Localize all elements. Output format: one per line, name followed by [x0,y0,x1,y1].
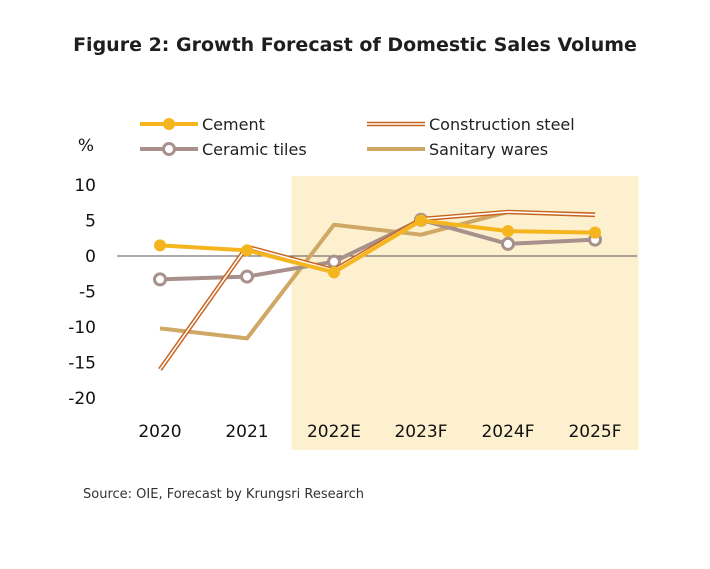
legend-item-cement: Cement [140,115,265,134]
y-tick-label: -20 [68,389,96,409]
data-point-cement [589,226,601,239]
source-note: Source: OIE, Forecast by Krungsri Resear… [83,487,365,502]
x-tick-label: 2020 [138,422,181,442]
data-point-ceramic-tiles [501,236,515,251]
data-point-cement [241,244,253,257]
x-tick-label: 2024F [481,422,534,442]
data-point-cement [154,239,166,252]
legend-label: Construction steel [429,115,575,134]
legend: Cement Construction steel Ceramic tiles San… [140,115,575,159]
x-tick-label: 2021 [225,422,268,442]
series-line-cement [159,218,596,275]
legend-item-ceramic-tiles: Ceramic tiles [140,140,307,159]
legend-label: Ceramic tiles [202,140,307,159]
y-tick-label: 5 [85,212,96,232]
legend-label: Cement [202,115,265,134]
y-tick-label: -15 [68,354,96,374]
series-layer [153,209,602,371]
legend-marker [162,142,176,156]
legend-item-sanitary-wares: Sanitary wares [367,140,548,159]
x-axis: 2020 2021 2022E 2023F 2024F 2025F [138,422,621,442]
series-cement [154,214,601,279]
x-tick-label: 2023F [394,422,447,442]
series-line-ceramic-tiles [159,217,596,282]
y-tick-label: -10 [68,318,96,338]
y-tick-label: 0 [85,247,96,267]
x-tick-label: 2025F [568,422,621,442]
data-point-ceramic-tiles [153,272,167,287]
legend-label: Sanitary wares [429,140,548,159]
y-axis-unit-label: % [78,136,94,156]
data-point-ceramic-tiles [240,269,254,284]
legend-marker [163,118,175,130]
data-point-cement [502,225,514,238]
x-tick-label: 2022E [307,422,361,442]
y-tick-label: 10 [74,176,96,196]
data-point-cement [415,214,427,227]
y-tick-label: -5 [79,283,96,303]
y-axis: % 10 5 0 -5 -10 -15 -20 [68,136,96,409]
chart-title: Figure 2: Growth Forecast of Domestic Sa… [73,34,637,56]
legend-item-construction-steel: Construction steel [367,115,575,134]
data-point-cement [328,266,340,279]
